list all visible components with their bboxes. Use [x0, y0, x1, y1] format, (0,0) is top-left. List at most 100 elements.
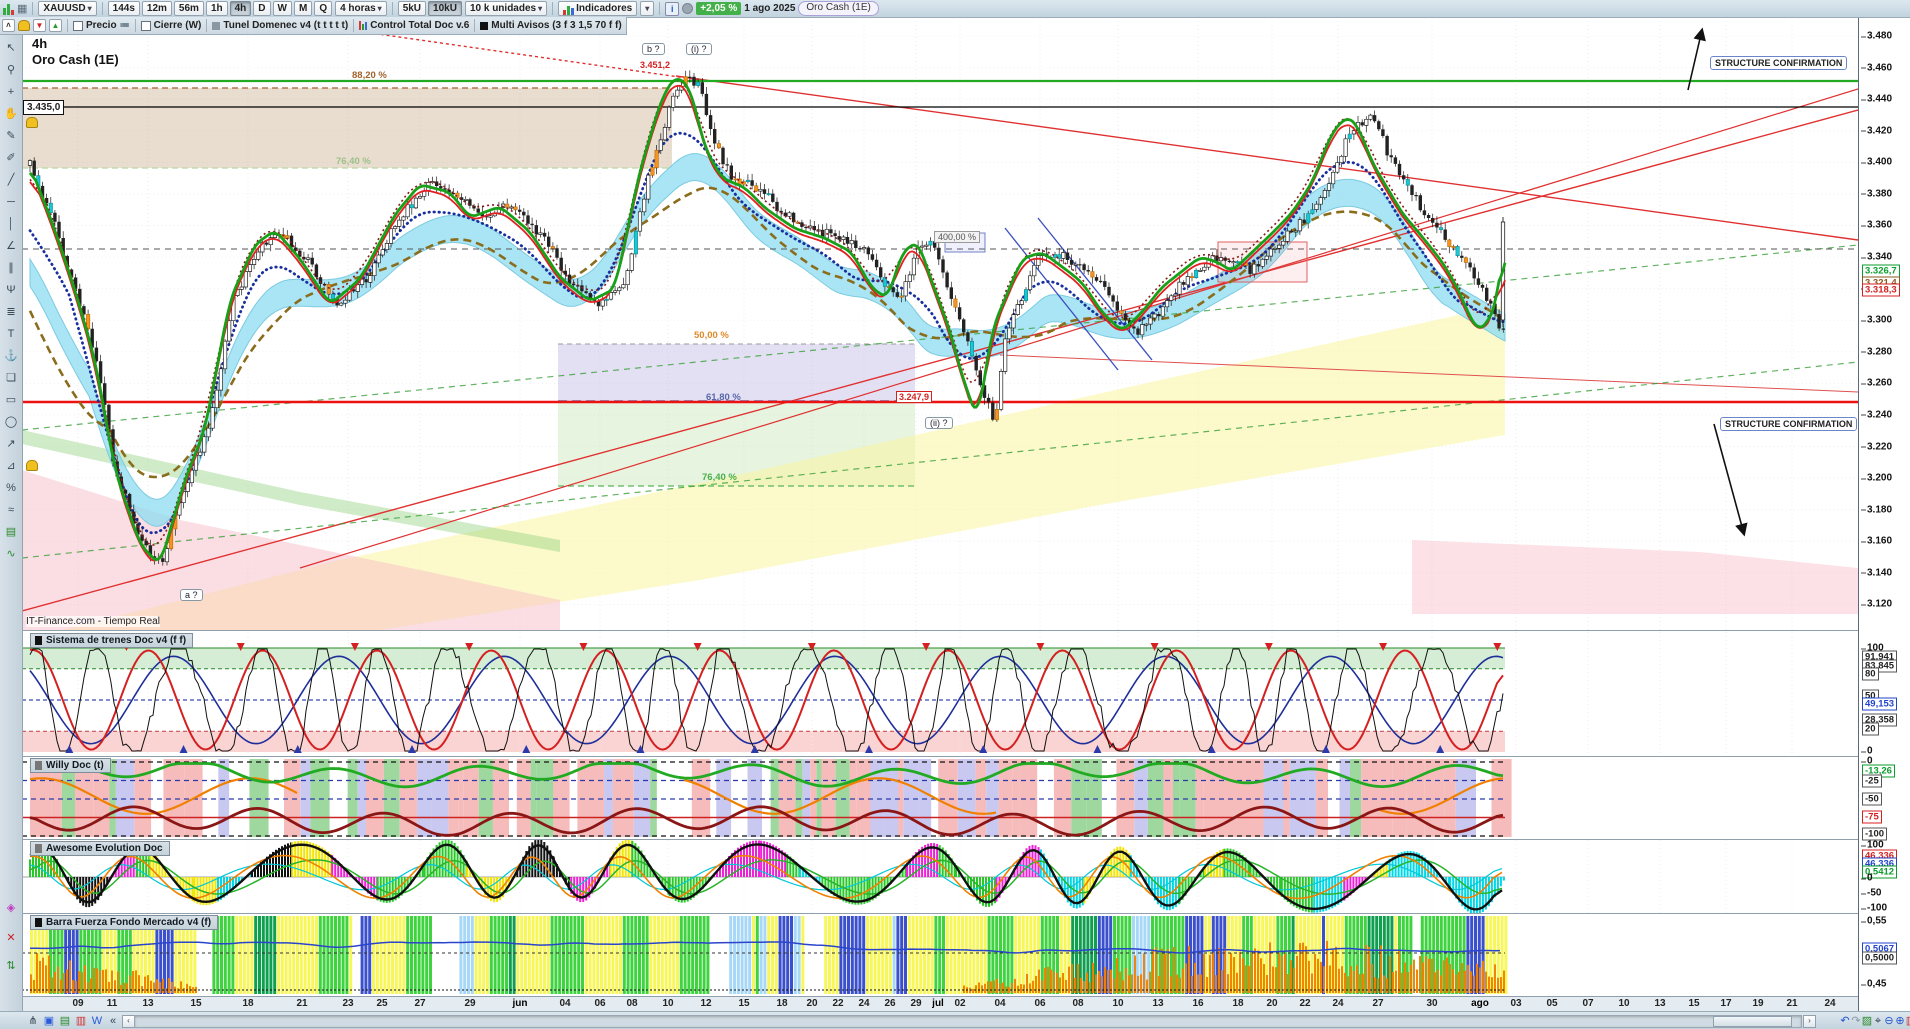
hand-tool[interactable]: ✋: [4, 108, 18, 120]
columns-small-icon[interactable]: ▥: [1904, 1014, 1910, 1028]
delete-tool[interactable]: ✕: [6, 932, 16, 944]
unit-5kU-button[interactable]: 5kU: [397, 1, 427, 16]
undo-icon[interactable]: ↶: [1840, 1015, 1850, 1027]
layout-grid-icon[interactable]: ▦: [17, 3, 28, 15]
structure-confirmation-label[interactable]: STRUCTURE CONFIRMATION: [1710, 56, 1848, 70]
rectangle-tool[interactable]: ▭: [5, 394, 17, 406]
timeframe-M-button[interactable]: M: [293, 1, 313, 16]
fib-618-label[interactable]: 61,80 %: [706, 392, 741, 403]
channel-tool[interactable]: ∥: [8, 262, 14, 274]
timeframe-Q-button[interactable]: Q: [314, 1, 333, 16]
tunel-label[interactable]: Tunel Domenec v4 (t t t t t): [223, 20, 349, 31]
anchor-tool[interactable]: ⚓: [4, 350, 18, 362]
fib-882-label[interactable]: 88,20 %: [352, 70, 387, 81]
barra-panel-header[interactable]: Barra Fuerza Fondo Mercado v4 (f): [30, 915, 219, 930]
callout-tool[interactable]: ❏: [6, 372, 16, 384]
symbol-select[interactable]: XAUUSD ▾: [38, 1, 97, 16]
cierre-checkbox[interactable]: [140, 20, 151, 31]
willy-panel-header[interactable]: Willy Doc (t): [30, 758, 111, 773]
pen-tool[interactable]: ✐: [6, 152, 16, 164]
crosshair-tool[interactable]: +: [7, 86, 15, 98]
info-icon[interactable]: i: [665, 1, 680, 16]
indicators-caret[interactable]: ▾: [640, 1, 655, 16]
fib-764-mid-label[interactable]: 76,40 %: [702, 472, 737, 483]
triangle-tool[interactable]: ⊿: [6, 460, 16, 472]
wave-ii-badge[interactable]: (ii) ?: [925, 417, 953, 429]
buy-arrow-icon[interactable]: ▲: [49, 19, 62, 32]
sistema-panel-canvas[interactable]: [22, 632, 1858, 756]
ellipse-tool[interactable]: ◯: [4, 416, 18, 428]
fibonacci-tool[interactable]: ≣: [6, 306, 16, 318]
timeframe-select[interactable]: 4 horas ▾: [335, 1, 387, 16]
pattern-tool[interactable]: ▤: [5, 526, 17, 538]
panel-separator[interactable]: [22, 756, 1910, 757]
alarm-bell-icon[interactable]: [18, 20, 30, 31]
scrollbar-thumb[interactable]: [1713, 1016, 1792, 1027]
willy-panel-canvas[interactable]: [22, 757, 1858, 839]
time-axis[interactable]: 09 11 13 15 18 21 23 25 27 29 jun 04 06 08 10 12 15 18 20 2…: [22, 996, 1858, 1012]
fib-400-label[interactable]: 400,00 %: [934, 231, 981, 243]
export-image-icon[interactable]: ▤: [59, 1015, 71, 1027]
segment-tool[interactable]: ╱: [7, 174, 15, 186]
multi-label[interactable]: Multi Avisos (3 f 3 1,5 70 f f): [491, 20, 622, 31]
fib-764-top-label[interactable]: 76,40 %: [336, 156, 371, 167]
text-tool[interactable]: T: [7, 328, 15, 340]
timeframe-12m-button[interactable]: 12m: [141, 1, 172, 16]
timeframe-56m-button[interactable]: 56m: [173, 1, 204, 16]
timeframe-4h-button[interactable]: 4h: [229, 1, 252, 16]
units-select[interactable]: 10 k unidades ▾: [464, 1, 548, 16]
angle-tool[interactable]: ∠: [6, 240, 16, 252]
wave-i-badge[interactable]: (i) ?: [686, 43, 712, 55]
zoom-select-icon[interactable]: ⌖: [1874, 1015, 1882, 1027]
zoom-tool[interactable]: ⚲: [6, 64, 16, 76]
share-icon[interactable]: ⋔: [28, 1015, 38, 1027]
pitchfork-tool[interactable]: Ψ: [6, 284, 16, 296]
instrument-pill[interactable]: Oro Cash (1E): [798, 1, 879, 16]
pencil-tool[interactable]: ✎: [6, 130, 16, 142]
timeframe-1h-button[interactable]: 1h: [205, 1, 228, 16]
zoom-out-icon[interactable]: ⊖: [1884, 1015, 1894, 1027]
sell-arrow-icon[interactable]: ▼: [33, 19, 46, 32]
cursor-tool[interactable]: ↖: [6, 42, 16, 54]
awesome-panel-header[interactable]: Awesome Evolution Doc: [30, 841, 170, 856]
swap-tool[interactable]: ⇅: [6, 960, 16, 972]
columns-icon[interactable]: ▥: [75, 1015, 87, 1027]
chart-alarm-bell-icon[interactable]: [26, 117, 38, 128]
sine-tool[interactable]: ∿: [6, 548, 16, 560]
panel-separator[interactable]: [22, 630, 1910, 631]
unit-10kU-button[interactable]: 10kU: [428, 1, 462, 16]
collapse-icon[interactable]: «: [109, 1015, 117, 1027]
redo-icon[interactable]: ↷: [1851, 1015, 1861, 1027]
barra-panel-canvas[interactable]: [22, 914, 1858, 996]
zoom-in-icon[interactable]: ⊕: [1895, 1015, 1905, 1027]
panel-separator[interactable]: [22, 913, 1910, 914]
diamond-tool[interactable]: ◈: [6, 902, 16, 914]
precio-checkbox[interactable]: [73, 20, 83, 31]
collapse-toolbar-button[interactable]: ˄: [2, 19, 15, 32]
chart-alarm-bell-icon[interactable]: [26, 460, 38, 471]
wave-b-badge[interactable]: b ?: [642, 43, 665, 55]
list-icon[interactable]: ≔: [119, 20, 130, 31]
arrow-tool[interactable]: ↗: [6, 438, 16, 450]
panel-separator[interactable]: [22, 839, 1910, 840]
sistema-panel-header[interactable]: Sistema de trenes Doc v4 (f f): [30, 633, 194, 648]
timeframe-W-button[interactable]: W: [272, 1, 292, 16]
indicators-button[interactable]: Indicadores: [558, 1, 638, 16]
price-axis[interactable]: 3.480 3.460 3.440 3.420 3.400 3.380 3.360 3.340…: [1858, 17, 1910, 1011]
structure-confirmation-label[interactable]: STRUCTURE CONFIRMATION: [1720, 417, 1858, 431]
awesome-panel-canvas[interactable]: [22, 840, 1858, 913]
fib-50-label[interactable]: 50,00 %: [694, 330, 729, 341]
wave-a-badge[interactable]: a ?: [180, 589, 203, 601]
export-word-icon[interactable]: W: [91, 1015, 103, 1027]
hline-tool[interactable]: ─: [7, 196, 15, 208]
timeframe-144s-button[interactable]: 144s: [107, 1, 140, 16]
wave-tool[interactable]: ≈: [7, 504, 15, 516]
copy-icon[interactable]: ▣: [43, 1015, 55, 1027]
main-chart-canvas[interactable]: [22, 17, 1858, 630]
export-chart-icon[interactable]: ▨: [1861, 1015, 1873, 1027]
alert-price-label[interactable]: 3.435,0: [23, 100, 65, 115]
scroll-right-button[interactable]: ›: [1803, 1015, 1816, 1028]
horizontal-scrollbar[interactable]: [134, 1015, 1802, 1028]
percent-tool[interactable]: %: [6, 482, 16, 494]
timeframe-D-button[interactable]: D: [253, 1, 271, 16]
